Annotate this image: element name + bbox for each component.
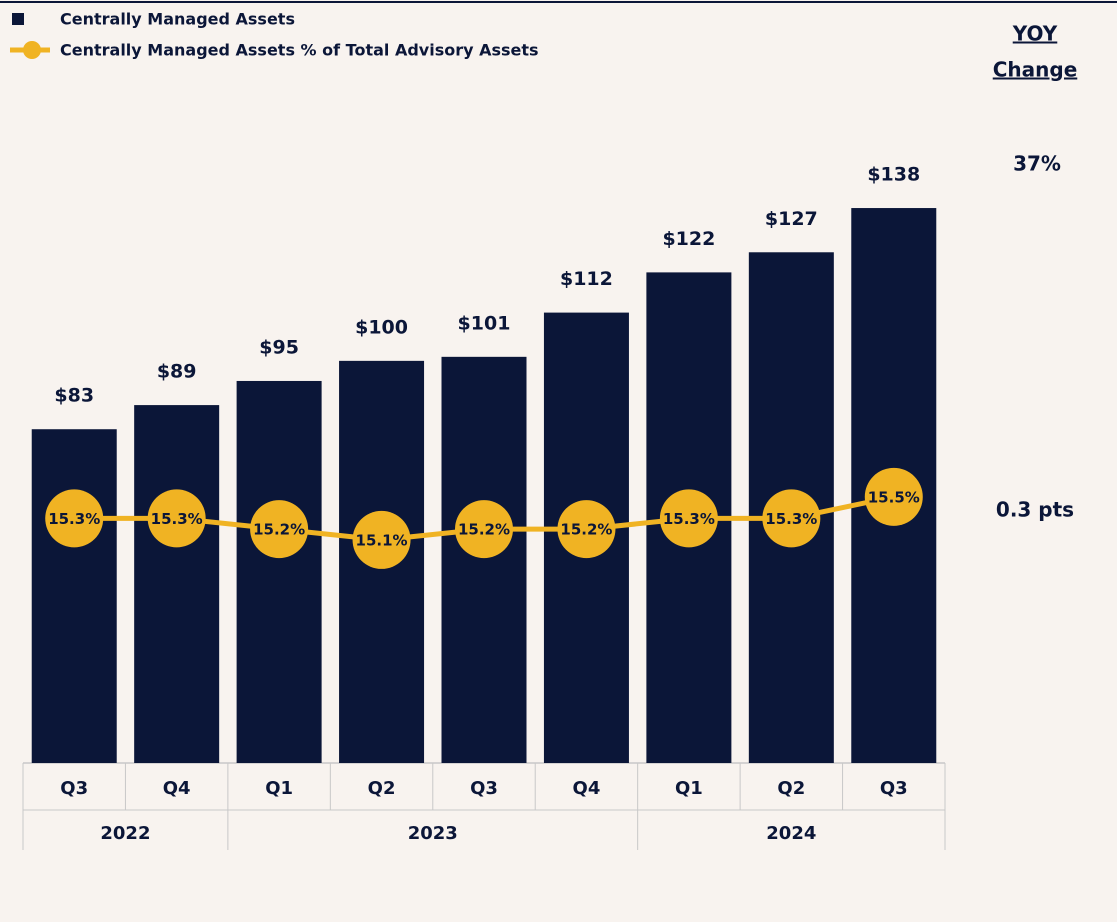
x-tick-label: Q4 [573, 778, 601, 799]
bar-value-label: $95 [259, 336, 299, 358]
line-value-label: 15.3% [765, 510, 817, 528]
line-dot [147, 489, 206, 548]
bar-value-label: $127 [765, 208, 818, 230]
bar [134, 405, 220, 763]
bar-value-label: $101 [458, 312, 511, 334]
group-label: 2022 [100, 823, 150, 844]
line-value-label: 15.3% [151, 510, 203, 528]
line-dot [557, 500, 616, 559]
line-dot [352, 510, 411, 569]
legend-swatch-bar [12, 13, 24, 25]
x-tick-label: Q1 [675, 778, 703, 799]
bar-value-label: $112 [560, 268, 613, 290]
line-value-label: 15.3% [663, 510, 715, 528]
line-dot [659, 489, 718, 548]
legend-label: Centrally Managed Assets % of Total Advi… [60, 41, 539, 60]
x-tick-label: Q3 [60, 778, 88, 799]
line-value-label: 15.2% [253, 521, 305, 539]
bar-value-label: $83 [54, 385, 94, 407]
yoy-value: 37% [1013, 152, 1061, 176]
bar-value-label: $122 [662, 228, 715, 250]
yoy-header: YOY [1012, 22, 1058, 46]
bar-value-label: $100 [355, 316, 408, 338]
line-value-label: 15.3% [48, 510, 100, 528]
x-tick-label: Q1 [265, 778, 293, 799]
bar-value-label: $89 [157, 361, 197, 383]
bar [441, 356, 527, 763]
line-dot [864, 467, 923, 526]
line-value-label: 15.2% [458, 521, 510, 539]
line-value-label: 15.2% [560, 521, 612, 539]
line-value-label: 15.1% [356, 531, 408, 549]
yoy-header: Change [993, 58, 1078, 82]
line-value-label: 15.5% [868, 488, 920, 506]
legend-swatch-dot [23, 41, 41, 59]
line-dot [455, 500, 513, 559]
bar [236, 380, 322, 763]
x-tick-label: Q2 [777, 778, 805, 799]
line-dot [45, 489, 104, 548]
group-label: 2023 [408, 823, 458, 844]
group-label: 2024 [766, 823, 816, 844]
line-dot [762, 489, 821, 548]
yoy-value: 0.3 pts [996, 498, 1074, 522]
x-tick-label: Q3 [880, 778, 908, 799]
legend-label: Centrally Managed Assets [60, 10, 295, 29]
bar-value-label: $138 [867, 164, 920, 186]
line-dot [250, 500, 309, 559]
bar [31, 429, 117, 763]
x-tick-label: Q2 [368, 778, 396, 799]
x-tick-label: Q4 [163, 778, 191, 799]
x-tick-label: Q3 [470, 778, 498, 799]
